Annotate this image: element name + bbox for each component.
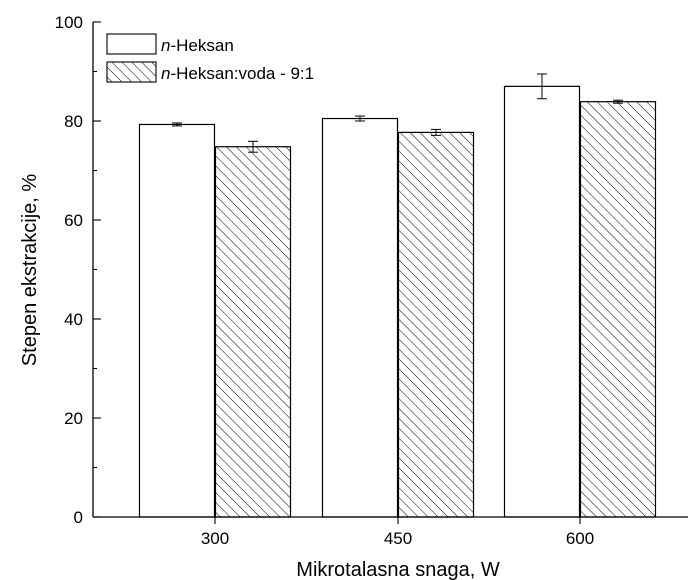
bars-group [138,85,657,518]
bar-heksan-300 [138,123,216,518]
bar-heksan-450 [321,117,399,518]
legend-label-italic-heksan: n [161,36,170,55]
y-tick-label-0: 0 [74,508,83,527]
error-bar-heksan-voda-450 [431,128,441,136]
legend-label-rest-heksan: -Heksan [170,36,233,55]
error-bar-heksan-300 [172,122,182,127]
legend-label-heksan-voda: n-Heksan:voda - 9:1 [161,64,314,83]
x-axis-title: Mikrotalasna snaga, W [296,559,500,580]
y-tick-label-40: 40 [64,310,83,329]
error-bar-heksan-voda-300 [248,140,258,153]
legend-label-heksan: n-Heksan [161,36,234,55]
bar-heksan-voda-600 [579,101,657,518]
legend-swatch-heksan-voda [106,61,157,83]
error-bar-heksan-450 [355,115,365,122]
x-tick-label-450: 450 [384,529,412,548]
error-bar-heksan-600 [537,73,547,100]
legend-label-rest-heksan-voda: -Heksan:voda - 9:1 [170,64,314,83]
y-tick-label-100: 100 [55,13,83,32]
legend-swatch-heksan [106,33,157,55]
bar-heksan-voda-450 [397,131,475,518]
y-axis-title: Stepen ekstrakcije, % [19,174,41,367]
error-bars-group [172,73,623,153]
legend-label-italic-heksan-voda: n [161,64,170,83]
bar-heksan-600 [503,85,581,518]
x-tick-label-600: 600 [566,529,594,548]
x-tick-label-300: 300 [201,529,229,548]
y-tick-label-20: 20 [64,409,83,428]
y-tick-label-80: 80 [64,112,83,131]
y-tick-label-60: 60 [64,211,83,230]
error-bar-heksan-voda-600 [613,99,623,104]
bar-heksan-voda-300 [214,146,292,518]
axes-group: 0 20 40 60 80 100 300 450 600 [55,13,688,548]
